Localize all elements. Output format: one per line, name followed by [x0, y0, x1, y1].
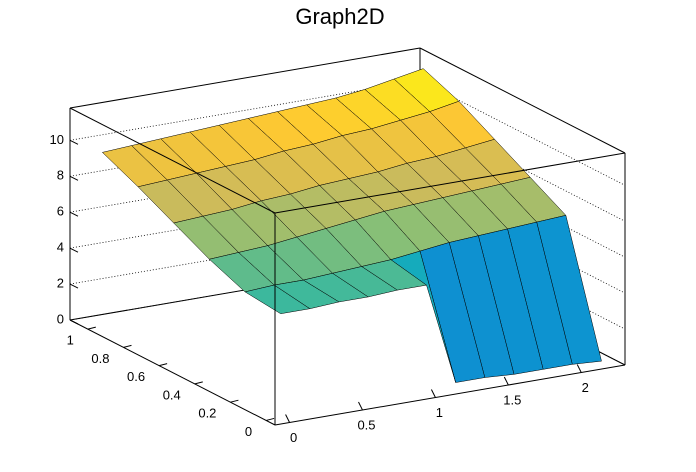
z-tick [69, 211, 79, 217]
y-tick [123, 344, 132, 348]
y-tick [265, 417, 275, 421]
box-edge [69, 107, 276, 214]
box-edge [69, 47, 421, 109]
x-tick-label: 0 [290, 430, 297, 445]
y-tick-label: 0.6 [127, 369, 145, 384]
z-tick-label: 10 [50, 132, 64, 147]
y-tick [87, 326, 96, 330]
y-tick [159, 363, 168, 367]
z-tick-label: 2 [57, 276, 64, 291]
x-tick-label: 1.5 [503, 392, 521, 407]
y-tick [230, 399, 239, 403]
x-tick [503, 376, 509, 386]
chart-title: Graph2D [295, 4, 384, 29]
y-tick-label: 1 [67, 333, 74, 348]
z-tick-label: 0 [57, 311, 64, 326]
box-edge [274, 364, 626, 426]
box-edge [419, 47, 626, 154]
x-tick [285, 414, 291, 423]
box-edge [274, 152, 626, 214]
z-tick-label: 8 [57, 168, 64, 183]
x-tick [358, 401, 363, 411]
y-tick-label: 0.2 [198, 406, 216, 421]
x-tick [430, 389, 436, 398]
z-tick [69, 283, 79, 289]
y-tick-label: 0 [245, 424, 252, 439]
surface-cell [244, 284, 311, 314]
z-tick-label: 6 [57, 204, 64, 219]
x-tick [576, 364, 582, 373]
x-tick-label: 2 [582, 380, 589, 395]
x-tick-label: 1 [436, 405, 443, 420]
z-tick [69, 139, 79, 145]
x-tick-label: 0.5 [357, 417, 375, 432]
z-tick [69, 175, 79, 181]
y-tick [194, 381, 203, 385]
z-tick [69, 247, 79, 253]
box-edge [69, 319, 276, 426]
z-tick-label: 4 [57, 240, 64, 255]
y-tick-label: 0.8 [91, 351, 109, 366]
y-tick-label: 0.4 [163, 387, 181, 402]
